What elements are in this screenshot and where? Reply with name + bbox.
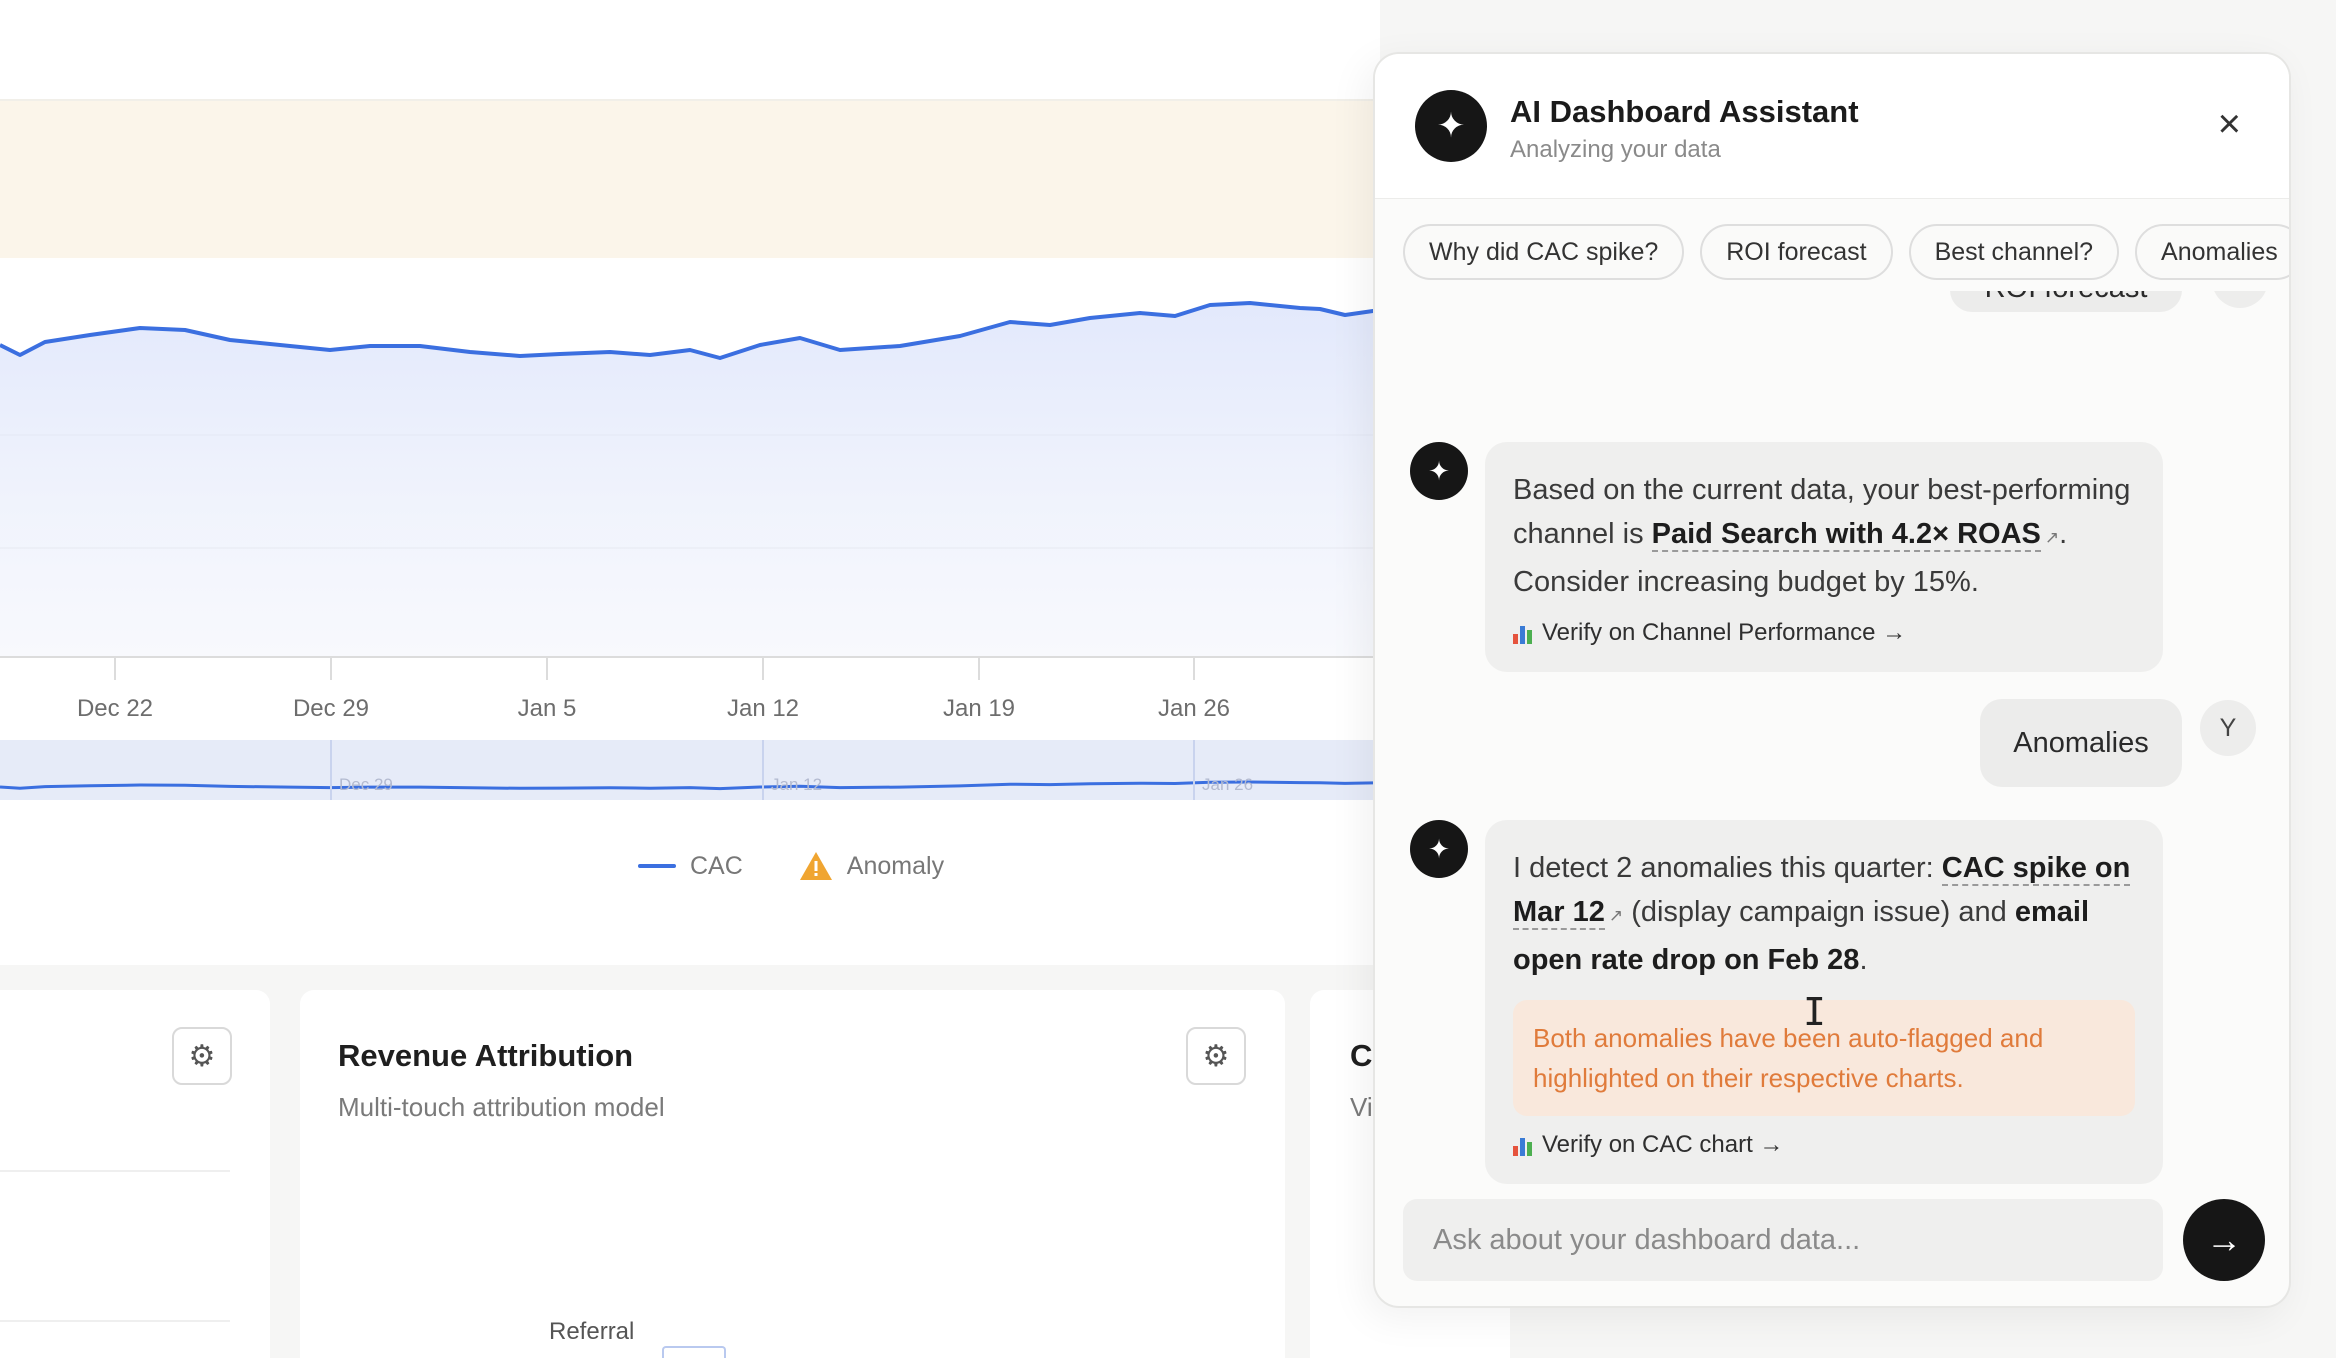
- brush-tick-label: Jan 12: [771, 775, 822, 794]
- gear-icon: ⚙: [188, 1039, 216, 1073]
- donut-segment: [662, 1346, 726, 1358]
- sparkle-icon: ✦: [1410, 820, 1468, 878]
- close-icon[interactable]: ×: [2217, 102, 2241, 146]
- ai-message: Based on the current data, your best-per…: [1485, 442, 2163, 672]
- message-text: I detect 2 anomalies this quarter:: [1513, 852, 1942, 884]
- verify-label: Verify on Channel Performance →: [1542, 619, 1907, 646]
- message-text: (display campaign issue) and: [1623, 896, 2015, 928]
- chip-why-cac-spike[interactable]: Why did CAC spike?: [1403, 224, 1685, 280]
- brush-line: [0, 780, 1380, 791]
- warning-triangle-icon: [799, 852, 832, 880]
- external-link-icon: ↗: [2044, 528, 2060, 547]
- panel-subtitle: Analyzing your data: [1510, 136, 1721, 163]
- gear-icon: ⚙: [1202, 1039, 1230, 1073]
- legend-label: Anomaly: [846, 851, 945, 880]
- x-tick-label: Jan 5: [518, 695, 577, 722]
- legend-item-cac[interactable]: CAC: [638, 852, 743, 881]
- card-subtitle: Multi-touch attribution model: [338, 1092, 665, 1122]
- chat-input-row: →: [1403, 1199, 2265, 1283]
- ai-assistant-panel: ✦ AI Dashboard Assistant Analyzing your …: [1373, 52, 2291, 1308]
- divider: [0, 1320, 230, 1322]
- message-text: .: [1859, 944, 1868, 976]
- message-text: Based on the current data, your best-per…: [1513, 474, 2131, 550]
- legend-label: CAC: [690, 851, 743, 880]
- x-tick-label: Jan 12: [727, 695, 799, 722]
- brush-tick-label: Dec 29: [339, 775, 393, 794]
- suggestion-chips: Why did CAC spike? ROI forecast Best cha…: [1403, 224, 2289, 280]
- cac-area: [0, 303, 1380, 657]
- left-card: ⚙: [0, 990, 270, 1358]
- anomaly-callout: Both anomalies have been auto-flagged an…: [1513, 1000, 2135, 1116]
- sparkle-icon: ✦: [1410, 442, 1468, 500]
- x-tick-label: Dec 22: [77, 695, 153, 722]
- panel-header: ✦ AI Dashboard Assistant Analyzing your …: [1375, 54, 2289, 199]
- sparkle-icon: ✦: [1415, 90, 1487, 162]
- brush-tick-label: Jan 26: [1202, 775, 1253, 794]
- send-button[interactable]: →: [2183, 1199, 2265, 1281]
- arrow-right-icon: →: [2206, 1219, 2242, 1260]
- message-text: . Consider increasing budget by 15%.: [1513, 518, 2068, 598]
- bar-chart-icon: [1513, 622, 1532, 644]
- text-cursor-icon: I: [1803, 990, 1826, 1034]
- x-tick-label: Jan 26: [1158, 695, 1230, 722]
- chip-anomalies[interactable]: Anomalies: [2135, 224, 2289, 280]
- cac-line: [0, 301, 1380, 360]
- card-title: Revenue Attribution: [338, 1038, 634, 1073]
- revenue-attribution-card: Revenue Attribution Multi-touch attribut…: [300, 990, 1285, 1358]
- anomaly-highlight-band: [0, 100, 1380, 258]
- cac-chart-card: Dec 22 Dec 29 Jan 5 Jan 12 Jan 19 Jan 26 Dec …: [0, 0, 1380, 965]
- legend-item-anomaly[interactable]: Anomaly: [799, 850, 944, 882]
- bar-chart-icon: [1513, 1134, 1532, 1156]
- settings-button[interactable]: ⚙: [1186, 1027, 1246, 1085]
- brush-navigator: [0, 740, 1380, 800]
- x-tick-label: Dec 29: [293, 695, 369, 722]
- verify-label: Verify on CAC chart →: [1542, 1131, 1784, 1158]
- line-icon: [638, 864, 676, 868]
- user-message: Anomalies: [1980, 699, 2182, 787]
- verify-link[interactable]: Verify on CAC chart →: [1513, 1130, 2135, 1160]
- verify-link[interactable]: Verify on Channel Performance →: [1513, 618, 2135, 648]
- settings-button[interactable]: ⚙: [172, 1027, 232, 1085]
- data-reference-link[interactable]: Paid Search with 4.2× ROAS: [1651, 518, 2041, 552]
- divider: [0, 1170, 230, 1172]
- ai-message: I detect 2 anomalies this quarter: CAC s…: [1485, 820, 2163, 1184]
- avatar: Y: [2200, 700, 2256, 756]
- message-list[interactable]: ROI forecast ✦ Based on the current data…: [1375, 242, 2289, 1212]
- chip-roi-forecast[interactable]: ROI forecast: [1700, 224, 1893, 280]
- chat-input[interactable]: [1403, 1199, 2163, 1281]
- chip-best-channel[interactable]: Best channel?: [1908, 224, 2120, 280]
- card-subtitle: Vi: [1350, 1092, 1373, 1122]
- external-link-icon: ↗: [1608, 906, 1624, 925]
- data-reference-link[interactable]: CAC spike on Mar 12: [1513, 852, 2131, 930]
- highlight-text: email open rate drop on Feb 28: [1513, 896, 2090, 976]
- x-tick-label: Jan 19: [943, 695, 1015, 722]
- chart-legend: CAC Anomaly: [638, 850, 944, 882]
- cac-line-chart: Dec 22 Dec 29 Jan 5 Jan 12 Jan 19 Jan 26 Dec …: [0, 99, 1380, 800]
- donut-segment-label: Referral: [549, 1318, 635, 1345]
- card-title: C: [1350, 1038, 1373, 1073]
- panel-title: AI Dashboard Assistant: [1510, 94, 1859, 129]
